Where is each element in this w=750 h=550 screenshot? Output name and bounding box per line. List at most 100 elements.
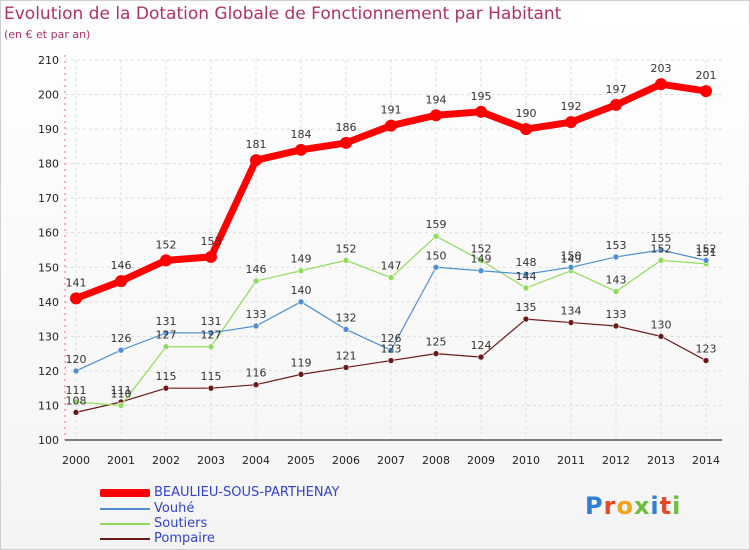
data-label-vouhe-2000: 120 [66,353,87,366]
x-tick-label-2010: 2010 [512,454,540,467]
data-label-beaulieu-2000: 141 [66,276,87,289]
data-label-beaulieu-2006: 186 [336,121,357,134]
proxiti-logo: Proxiti [585,492,682,520]
point-soutiers-2005 [297,267,305,275]
data-label-vouhe-2014: 152 [696,242,717,255]
x-tick-label-2008: 2008 [422,454,450,467]
data-label-soutiers-2014: 151 [696,246,717,259]
point-beaulieu-2005 [295,143,307,156]
y-tick-label-210: 210 [38,54,59,67]
data-label-vouhe-2001: 126 [111,332,132,345]
point-pompaire-2010 [522,315,530,323]
data-label-beaulieu-2009: 195 [471,90,492,103]
point-vouhe-2005 [297,298,305,306]
data-label-pompaire-2003: 115 [201,370,222,383]
point-vouhe-2004 [252,322,260,330]
legend-swatch-beaulieu [100,488,150,497]
data-label-vouhe-2005: 140 [291,284,312,297]
data-label-vouhe-2002: 131 [156,315,177,328]
point-beaulieu-2007 [385,119,397,132]
point-vouhe-2012 [612,253,620,261]
x-tick-label-2009: 2009 [467,454,495,467]
legend-swatch-vouhe [100,507,150,510]
data-label-pompaire-2012: 133 [606,308,627,321]
y-tick-label-190: 190 [38,123,59,136]
legend-swatch-soutiers [100,522,150,525]
y-tick-label-100: 100 [38,434,59,447]
y-tick-label-130: 130 [38,330,59,343]
data-label-pompaire-2009: 124 [471,339,492,352]
point-beaulieu-2011 [565,116,577,129]
point-soutiers-2003 [207,343,215,351]
data-label-beaulieu-2011: 192 [561,100,582,113]
y-tick-label-180: 180 [38,158,59,171]
point-pompaire-2012 [612,322,620,330]
y-tick-label-140: 140 [38,296,59,309]
point-vouhe-2008 [432,263,440,271]
point-vouhe-2007 [387,346,395,354]
data-label-vouhe-2007: 126 [381,332,402,345]
data-label-beaulieu-2005: 184 [291,128,312,141]
x-tick-label-2003: 2003 [197,454,225,467]
x-tick-label-2011: 2011 [557,454,585,467]
data-label-soutiers-2005: 149 [291,253,312,266]
data-label-vouhe-2010: 148 [516,256,537,269]
point-soutiers-2012 [612,288,620,295]
data-label-pompaire-2005: 119 [291,356,312,369]
x-tick-label-2007: 2007 [377,454,405,467]
data-label-pompaire-2011: 134 [561,305,582,318]
y-tick-label-200: 200 [38,89,59,102]
data-label-soutiers-2006: 152 [336,242,357,255]
point-beaulieu-2001 [115,275,127,288]
data-label-beaulieu-2014: 201 [696,69,717,82]
point-pompaire-2007 [387,357,395,364]
data-label-beaulieu-2012: 197 [606,83,627,96]
data-label-pompaire-2010: 135 [516,301,537,314]
point-pompaire-2003 [207,384,215,392]
x-tick-label-2012: 2012 [602,454,630,467]
point-pompaire-2004 [252,381,260,389]
data-label-pompaire-2006: 121 [336,349,357,362]
data-label-beaulieu-2010: 190 [516,107,537,120]
point-vouhe-2014 [702,257,710,264]
data-label-beaulieu-2013: 203 [651,62,672,75]
data-label-vouhe-2013: 155 [651,232,672,245]
x-tick-label-2013: 2013 [647,454,675,467]
point-pompaire-2000 [72,409,80,416]
point-beaulieu-2000 [70,292,82,305]
data-label-vouhe-2003: 131 [201,315,222,328]
data-label-soutiers-2009: 152 [471,242,492,255]
data-label-pompaire-2008: 125 [426,336,447,349]
data-label-vouhe-2006: 132 [336,311,357,324]
data-label-pompaire-2004: 116 [246,367,267,380]
y-tick-label-150: 150 [38,261,59,274]
chart-subtitle: (en € et par an) [4,28,91,41]
legend-label-beaulieu: BEAULIEU-SOUS-PARTHENAY [154,485,340,500]
point-beaulieu-2002 [160,254,172,267]
data-label-vouhe-2004: 133 [246,308,267,321]
point-beaulieu-2006 [340,136,352,149]
point-soutiers-2006 [342,257,350,264]
point-soutiers-2004 [252,277,260,285]
data-label-soutiers-2001: 110 [111,387,132,400]
point-pompaire-2011 [567,319,575,326]
point-beaulieu-2010 [520,123,532,136]
point-vouhe-2006 [342,326,350,333]
chart-title: Evolution de la Dotation Globale de Fonc… [4,4,562,24]
legend-label-soutiers: Soutiers [154,516,208,531]
data-label-soutiers-2013: 152 [651,242,672,255]
data-label-pompaire-2014: 123 [696,343,717,356]
data-label-beaulieu-2008: 194 [426,93,447,106]
data-label-beaulieu-2004: 181 [246,138,267,151]
y-tick-label-170: 170 [38,192,59,205]
legend-item-soutiers: Soutiers [100,516,207,531]
x-tick-label-2006: 2006 [332,454,360,467]
point-soutiers-2001 [117,402,125,409]
data-label-beaulieu-2001: 146 [111,259,132,272]
point-soutiers-2013 [657,257,665,264]
point-beaulieu-2009 [475,105,487,118]
legend-item-beaulieu: BEAULIEU-SOUS-PARTHENAY [100,485,339,500]
data-label-soutiers-2007: 147 [381,260,402,273]
